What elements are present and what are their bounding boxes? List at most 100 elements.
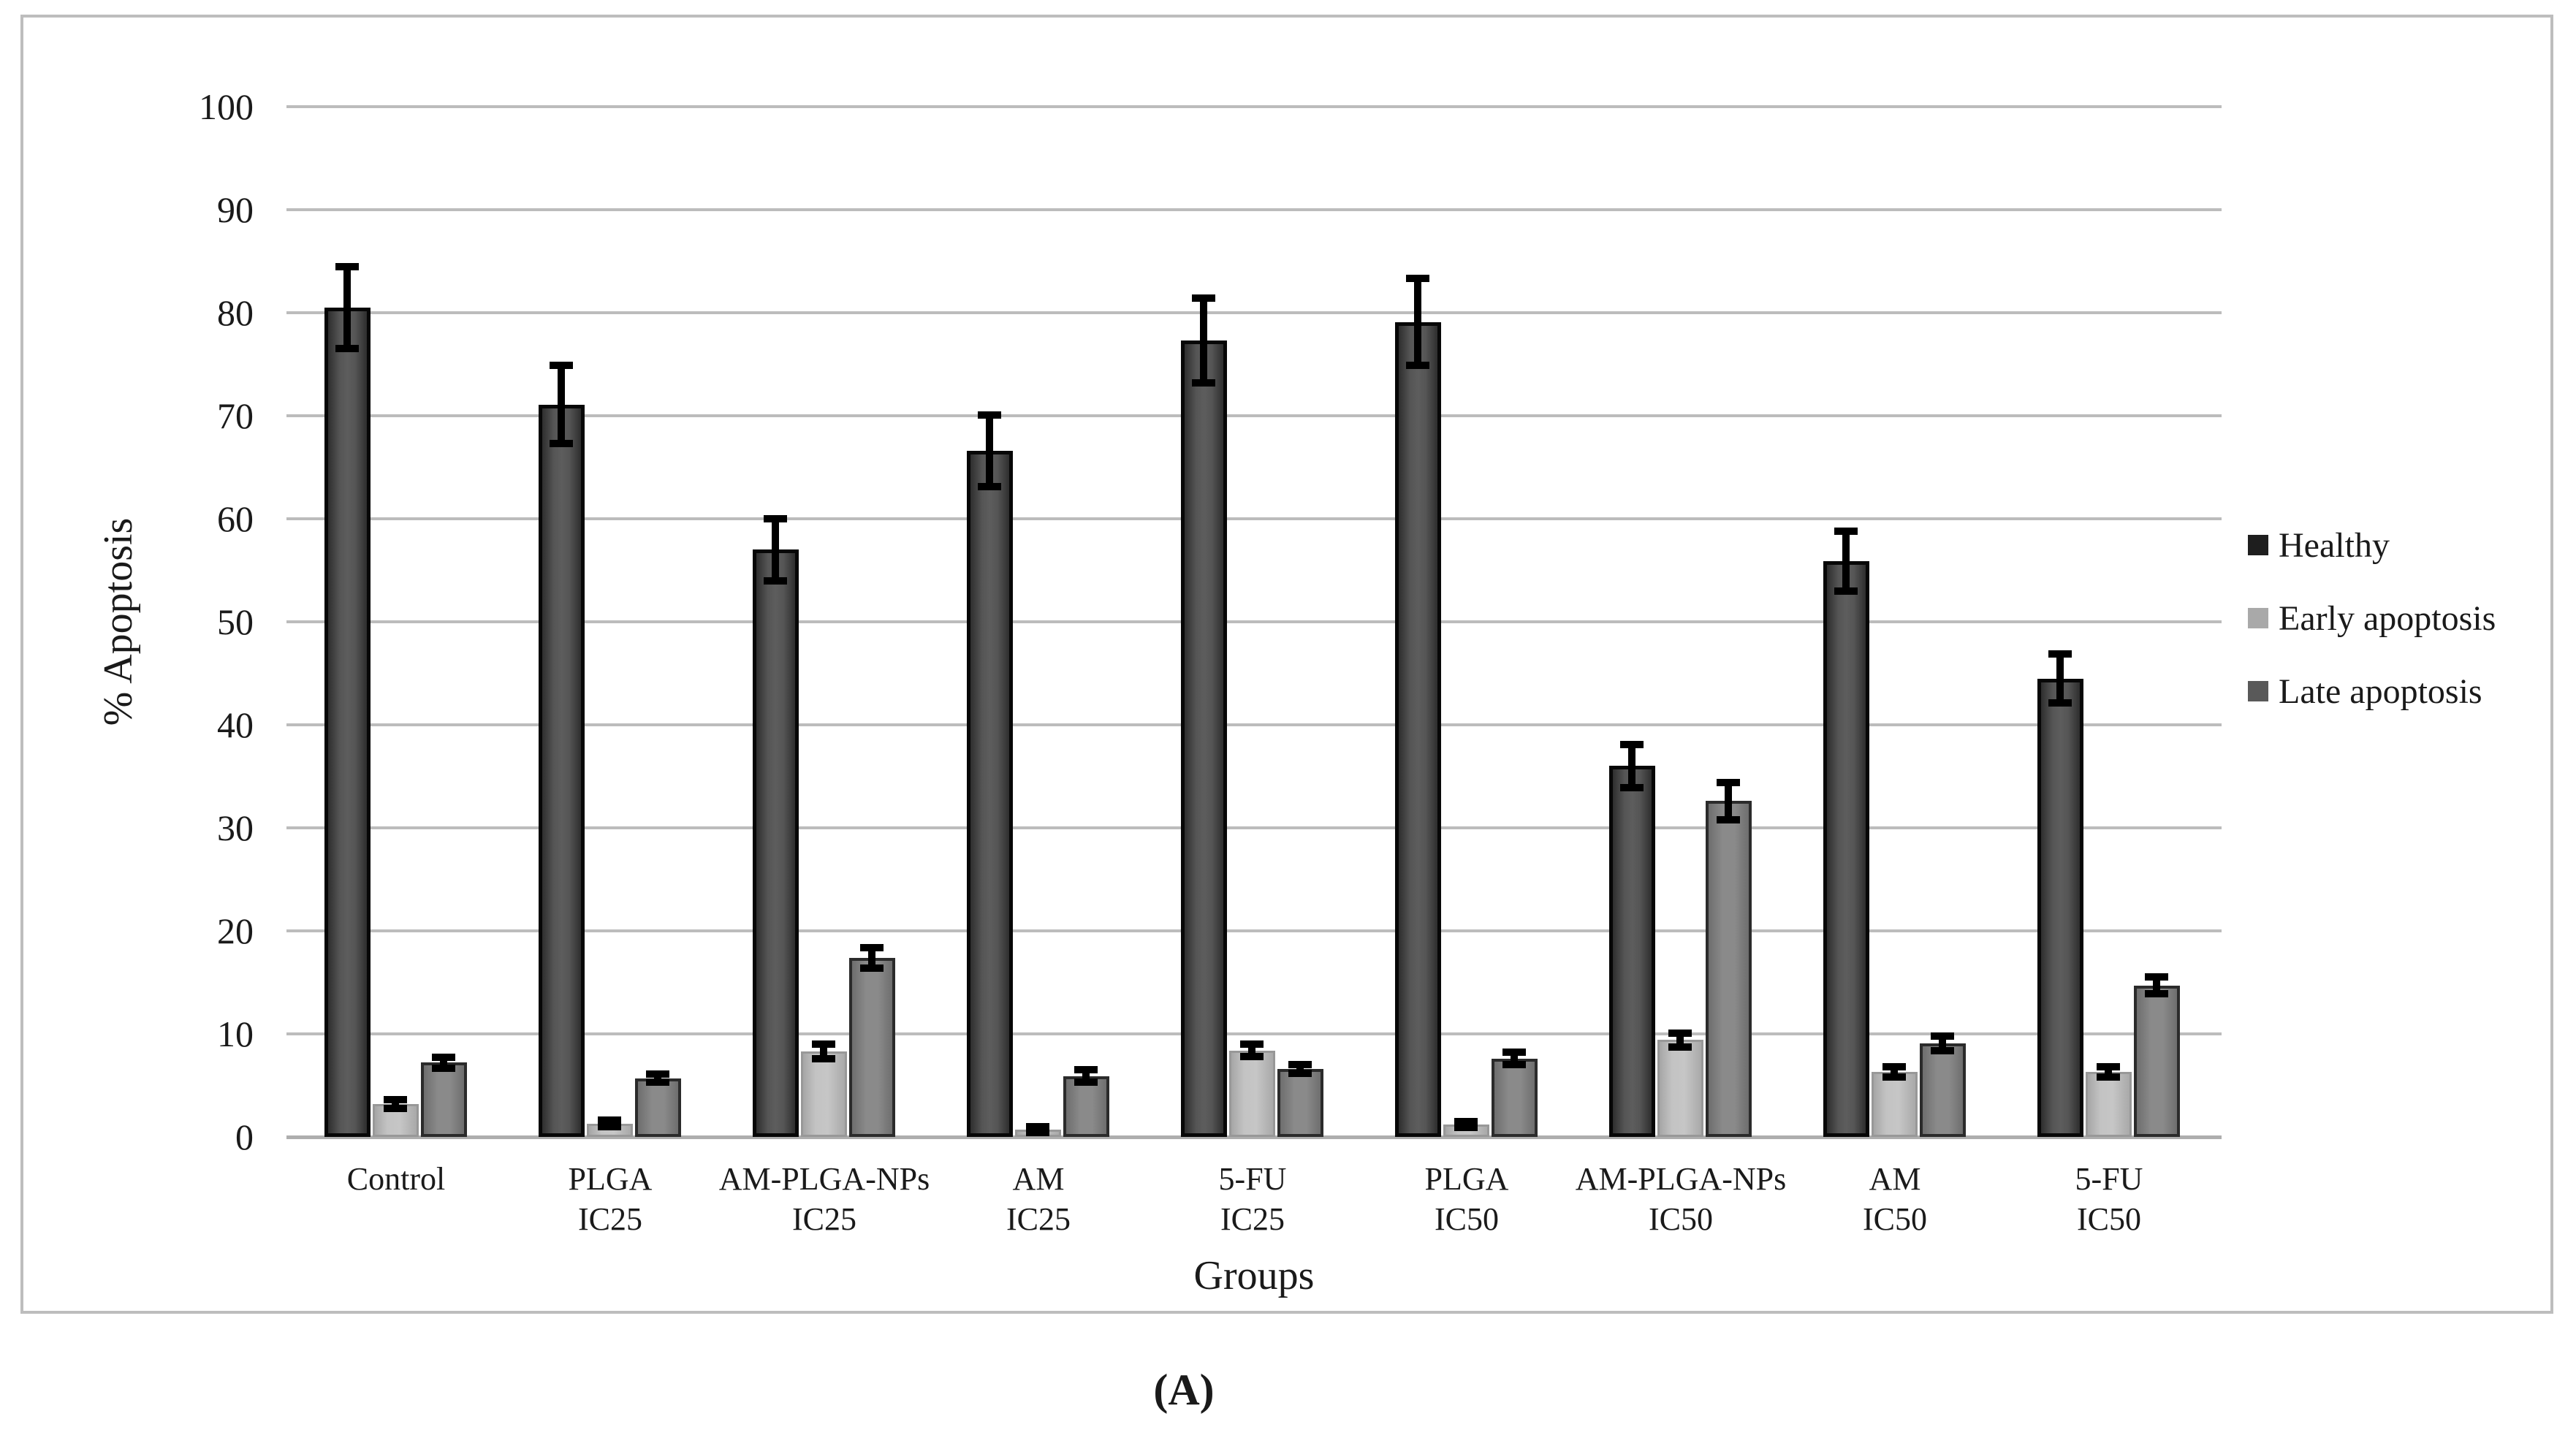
legend-marker-early-apoptosis bbox=[2248, 608, 2268, 628]
error-bar-cap bbox=[384, 1096, 407, 1104]
legend-label: Early apoptosis bbox=[2279, 598, 2496, 638]
x-axis-baseline bbox=[286, 1135, 2222, 1139]
error-bar-cap bbox=[1502, 1061, 1526, 1069]
error-bar-cap bbox=[1882, 1063, 1906, 1071]
error-bar-cap bbox=[1931, 1046, 1954, 1054]
legend-label: Healthy bbox=[2279, 525, 2390, 565]
x-category-label-line: IC25 bbox=[792, 1201, 856, 1237]
bar-healthy-am-plga-nps-ic25 bbox=[753, 549, 799, 1137]
error-bar bbox=[1296, 1065, 1304, 1073]
error-bar bbox=[558, 365, 565, 444]
error-bar-cap bbox=[550, 440, 573, 448]
bar-healthy-5-fu-ic50 bbox=[2037, 678, 2083, 1137]
y-tick-label: 40 bbox=[217, 704, 254, 745]
error-bar-cap bbox=[646, 1070, 669, 1078]
x-category-label: AM-PLGA-NPs IC50 bbox=[1574, 1159, 1787, 1239]
y-tick-label: 60 bbox=[217, 498, 254, 539]
error-bar-cap bbox=[2097, 1063, 2120, 1071]
error-bar-cap bbox=[2097, 1073, 2120, 1081]
error-bar bbox=[1628, 744, 1635, 788]
error-bar-cap bbox=[335, 262, 359, 270]
error-bar-cap bbox=[812, 1054, 835, 1062]
x-category-label-line: AM bbox=[1012, 1161, 1065, 1197]
bar-healthy-am-ic50 bbox=[1823, 560, 1869, 1137]
error-bar-cap bbox=[335, 345, 359, 353]
x-category-label: PLGA IC25 bbox=[504, 1159, 717, 1239]
gridline bbox=[286, 723, 2222, 726]
x-category-label-line: Control bbox=[346, 1161, 446, 1197]
error-bar-cap bbox=[646, 1078, 669, 1087]
bar-healthy-plga-ic50 bbox=[1395, 321, 1441, 1137]
error-bar-cap bbox=[1882, 1073, 1906, 1081]
gridline bbox=[286, 1032, 2222, 1035]
y-tick-label: 20 bbox=[217, 910, 254, 951]
error-bar-cap bbox=[764, 515, 787, 522]
legend-label: Late apoptosis bbox=[2279, 671, 2482, 711]
gridline bbox=[286, 929, 2222, 932]
error-bar-cap bbox=[1288, 1069, 1312, 1077]
bar-late-apoptosis-5-fu-ic50 bbox=[2134, 985, 2180, 1137]
gridline bbox=[286, 311, 2222, 314]
x-category-label-line: IC50 bbox=[1863, 1201, 1927, 1237]
error-bar bbox=[1414, 278, 1421, 365]
x-category-label: AM-PLGA-NPs IC25 bbox=[718, 1159, 931, 1239]
error-bar-cap bbox=[978, 411, 1001, 419]
bar-late-apoptosis-5-fu-ic25 bbox=[1277, 1068, 1323, 1137]
bar-early-apoptosis-5-fu-ic50 bbox=[2086, 1072, 2132, 1137]
error-bar bbox=[1939, 1035, 1946, 1051]
x-category-label: AM IC25 bbox=[932, 1159, 1145, 1239]
legend: Healthy Early apoptosis Late apoptosis bbox=[2248, 523, 2496, 742]
x-category-label: Control bbox=[289, 1159, 503, 1199]
gridline bbox=[286, 826, 2222, 829]
error-bar-cap bbox=[812, 1040, 835, 1049]
y-axis-tick-labels: 0 10 20 30 40 50 60 70 80 90 100 bbox=[133, 86, 254, 1157]
legend-item-early-apoptosis: Early apoptosis bbox=[2248, 596, 2496, 640]
error-bar bbox=[868, 947, 875, 968]
bar-late-apoptosis-control bbox=[421, 1062, 467, 1137]
x-category-label-line: 5-FU bbox=[2075, 1161, 2143, 1197]
error-bar bbox=[2105, 1067, 2112, 1078]
error-bar bbox=[1082, 1070, 1090, 1083]
x-category-label-line: IC25 bbox=[1220, 1201, 1285, 1237]
y-tick-label: 10 bbox=[217, 1013, 254, 1054]
error-bar bbox=[820, 1044, 827, 1059]
bar-early-apoptosis-am-plga-nps-ic25 bbox=[801, 1051, 847, 1137]
figure-panel: % Apoptosis 0 10 20 30 40 50 60 70 80 90 100 Contr… bbox=[20, 15, 2553, 1314]
y-tick-label: 0 bbox=[235, 1116, 254, 1157]
bar-late-apoptosis-am-plga-nps-ic25 bbox=[849, 957, 895, 1137]
legend-item-late-apoptosis: Late apoptosis bbox=[2248, 669, 2496, 713]
error-bar bbox=[392, 1100, 399, 1108]
error-bar bbox=[1200, 298, 1207, 383]
x-category-label-line: IC50 bbox=[1649, 1201, 1713, 1237]
error-bar-cap bbox=[860, 943, 884, 951]
x-category-label-line: IC25 bbox=[578, 1201, 642, 1237]
error-bar-cap bbox=[1668, 1029, 1692, 1037]
error-bar-cap bbox=[1454, 1117, 1478, 1125]
x-category-label-line: PLGA bbox=[568, 1161, 653, 1197]
y-tick-label: 70 bbox=[217, 395, 254, 436]
error-bar bbox=[343, 266, 351, 349]
bar-early-apoptosis-5-fu-ic25 bbox=[1229, 1050, 1275, 1137]
error-bar-cap bbox=[432, 1054, 455, 1062]
error-bar-cap bbox=[2145, 990, 2168, 998]
x-category-label: 5-FU IC25 bbox=[1146, 1159, 1359, 1239]
error-bar-cap bbox=[1502, 1049, 1526, 1057]
error-bar bbox=[440, 1057, 447, 1068]
y-tick-label: 50 bbox=[217, 601, 254, 642]
gridline bbox=[286, 414, 2222, 417]
error-bar-cap bbox=[1192, 378, 1215, 387]
bar-late-apoptosis-plga-ic50 bbox=[1492, 1058, 1538, 1137]
bar-late-apoptosis-am-ic50 bbox=[1920, 1043, 1966, 1137]
panel-caption: (A) bbox=[1153, 1366, 1215, 1414]
error-bar-cap bbox=[1454, 1124, 1478, 1132]
gridline bbox=[286, 105, 2222, 108]
error-bar-cap bbox=[2048, 699, 2072, 707]
legend-marker-healthy bbox=[2248, 535, 2268, 555]
error-bar bbox=[654, 1074, 661, 1083]
x-axis-labels: Control PLGA IC25 AM-PLGA-NPs IC25 AM IC25 5-FU… bbox=[286, 1159, 2222, 1254]
error-bar bbox=[1725, 782, 1732, 820]
x-category-label-line: PLGA bbox=[1424, 1161, 1509, 1197]
x-category-label-line: AM-PLGA-NPs bbox=[718, 1161, 930, 1197]
x-category-label-line: 5-FU bbox=[1218, 1161, 1287, 1197]
gridline bbox=[286, 208, 2222, 211]
